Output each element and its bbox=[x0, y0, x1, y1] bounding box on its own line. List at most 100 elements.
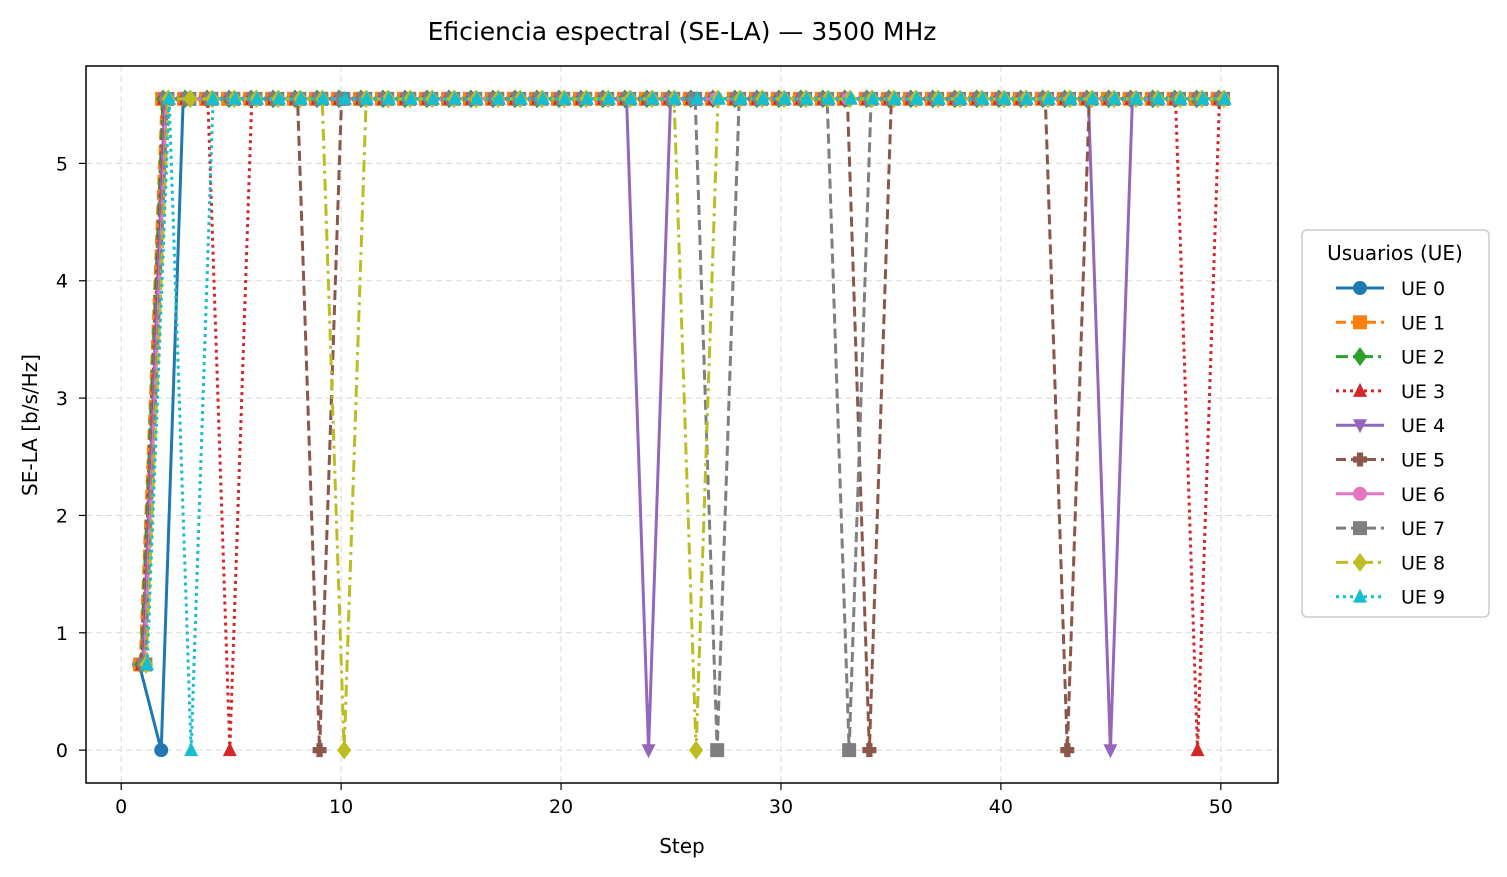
data-point bbox=[250, 90, 265, 105]
legend-marker bbox=[1353, 315, 1367, 330]
legend-label: UE 3 bbox=[1401, 381, 1445, 403]
series-ue-1 bbox=[133, 91, 1225, 672]
legend-marker bbox=[1353, 521, 1367, 536]
series-ue-6 bbox=[137, 91, 1230, 672]
legend-title: Usuarios (UE) bbox=[1327, 241, 1463, 265]
data-point bbox=[1129, 90, 1144, 105]
series-ue-2 bbox=[133, 89, 1226, 674]
data-point bbox=[711, 90, 726, 105]
data-point bbox=[294, 90, 309, 105]
data-point bbox=[755, 90, 770, 105]
data-point bbox=[337, 740, 352, 760]
x-tick-label: 0 bbox=[115, 796, 127, 818]
series-line bbox=[140, 97, 1221, 752]
legend-label: UE 2 bbox=[1401, 347, 1445, 369]
data-point bbox=[1190, 742, 1205, 757]
legend-item: UE 7 bbox=[1336, 518, 1445, 540]
data-point bbox=[623, 90, 638, 105]
data-point bbox=[492, 90, 507, 105]
data-point bbox=[514, 90, 529, 105]
data-point bbox=[821, 90, 836, 105]
y-tick-label: 3 bbox=[56, 388, 68, 410]
legend-marker bbox=[1353, 452, 1367, 467]
legend-marker bbox=[1353, 382, 1367, 397]
legend-label: UE 8 bbox=[1401, 552, 1445, 574]
data-point bbox=[843, 90, 858, 105]
data-point bbox=[1173, 90, 1188, 105]
data-point bbox=[1060, 743, 1075, 758]
chart-title: Eficiencia espectral (SE-LA) — 3500 MHz bbox=[428, 17, 937, 46]
legend-item: UE 9 bbox=[1336, 587, 1445, 609]
data-point bbox=[689, 90, 704, 105]
data-point bbox=[645, 90, 660, 105]
legend-item: UE 5 bbox=[1336, 450, 1445, 472]
data-point bbox=[222, 742, 237, 757]
series-layer bbox=[132, 89, 1232, 760]
data-point bbox=[140, 656, 155, 671]
legend-label: UE 0 bbox=[1401, 278, 1445, 300]
data-point bbox=[733, 90, 748, 105]
legend-item: UE 1 bbox=[1336, 312, 1445, 334]
legend-item: UE 4 bbox=[1336, 415, 1445, 437]
data-point bbox=[154, 743, 169, 758]
y-tick-label: 5 bbox=[56, 153, 68, 175]
data-point bbox=[404, 90, 419, 105]
legend-item: UE 2 bbox=[1336, 347, 1445, 369]
legend-label: UE 7 bbox=[1401, 518, 1445, 540]
plot-frame bbox=[85, 65, 1279, 784]
data-point bbox=[183, 89, 198, 109]
data-point bbox=[667, 90, 682, 105]
data-point bbox=[710, 743, 725, 758]
series-line bbox=[141, 97, 1221, 752]
data-point bbox=[997, 90, 1012, 105]
data-point bbox=[1019, 90, 1034, 105]
data-point bbox=[887, 90, 902, 105]
x-axis-label: Step bbox=[659, 834, 705, 858]
data-point bbox=[557, 90, 572, 105]
data-point bbox=[1085, 90, 1100, 105]
series-ue-9 bbox=[140, 90, 1232, 757]
data-point bbox=[272, 90, 287, 105]
data-point bbox=[184, 742, 199, 757]
data-point bbox=[601, 90, 616, 105]
x-tick-label: 50 bbox=[1209, 796, 1233, 818]
ticks: 0 10 20 30 40 50 0 1 2 3 4 5 bbox=[56, 153, 1233, 818]
legend-marker bbox=[1353, 588, 1367, 603]
y-tick-label: 4 bbox=[56, 271, 68, 293]
data-point bbox=[865, 90, 880, 105]
y-tick-label: 0 bbox=[56, 740, 68, 762]
data-point bbox=[1151, 90, 1166, 105]
legend-marker bbox=[1353, 552, 1367, 572]
data-point bbox=[1041, 90, 1056, 105]
data-point bbox=[206, 90, 221, 105]
legend-label: UE 5 bbox=[1401, 450, 1445, 472]
legend-item: UE 8 bbox=[1336, 552, 1445, 574]
legend-item: UE 3 bbox=[1336, 381, 1445, 403]
data-point bbox=[799, 90, 814, 105]
data-point bbox=[953, 90, 968, 105]
x-tick-label: 30 bbox=[769, 796, 793, 818]
data-point bbox=[228, 90, 243, 105]
data-point bbox=[536, 90, 551, 105]
data-point bbox=[1103, 744, 1118, 759]
data-point bbox=[862, 743, 877, 758]
y-tick-label: 2 bbox=[56, 505, 68, 527]
data-point bbox=[382, 90, 397, 105]
legend-label: UE 1 bbox=[1401, 312, 1445, 334]
data-point bbox=[338, 90, 353, 105]
data-point bbox=[1195, 90, 1210, 105]
data-point bbox=[162, 90, 177, 105]
data-point bbox=[777, 90, 792, 105]
series-ue-0 bbox=[132, 91, 1224, 758]
series-ue-8 bbox=[139, 89, 1231, 760]
data-point bbox=[931, 90, 946, 105]
data-point bbox=[426, 90, 441, 105]
series-line bbox=[142, 97, 1222, 752]
y-axis-label: SE-LA [b/s/Hz] bbox=[18, 354, 42, 496]
data-point bbox=[641, 744, 656, 759]
legend-marker bbox=[1353, 281, 1367, 295]
legend-marker bbox=[1353, 419, 1367, 434]
legend-item: UE 0 bbox=[1336, 278, 1445, 300]
data-point bbox=[842, 743, 857, 758]
